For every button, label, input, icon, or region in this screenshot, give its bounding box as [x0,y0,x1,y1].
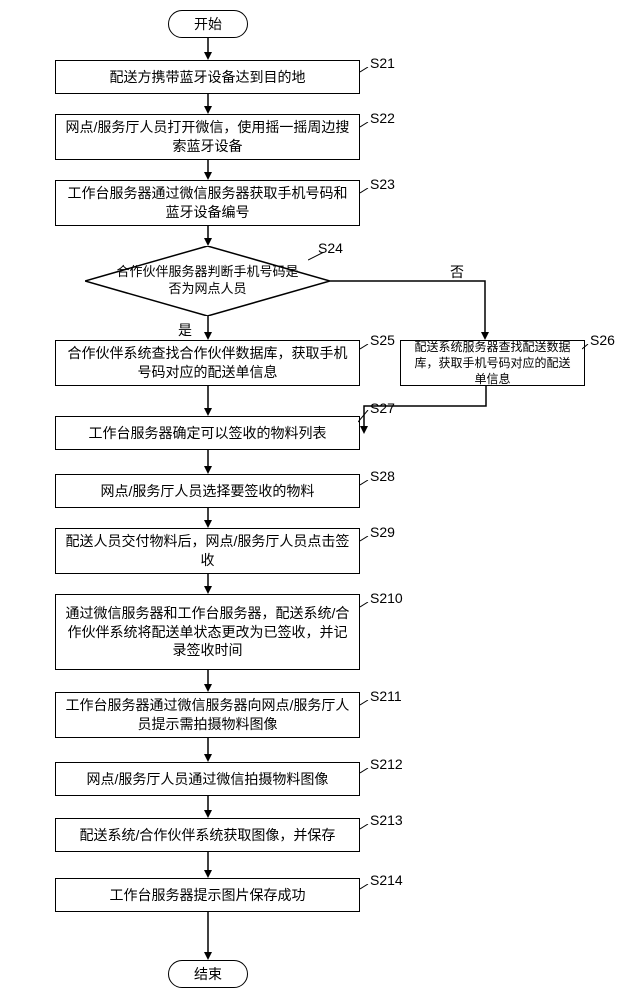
flowchart-canvas: 开始 配送方携带蓝牙设备达到目的地 S21 网点/服务厅人员打开微信，使用摇一摇… [0,0,618,1000]
arrow-s210-s211 [204,670,212,692]
terminator-start: 开始 [168,10,248,38]
step-s211: 工作台服务器通过微信服务器向网点/服务厅人员提示需拍摄物料图像 [55,692,360,738]
arrow-s212-s213 [204,796,212,818]
step-s28-text: 网点/服务厅人员选择要签收的物料 [101,482,315,501]
step-s213: 配送系统/合作伙伴系统获取图像，并保存 [55,818,360,852]
arrow-s213-s214 [204,852,212,878]
label-s23: S23 [370,176,395,192]
step-s214-text: 工作台服务器提示图片保存成功 [110,886,306,905]
label-s212: S212 [370,756,403,772]
step-s214: 工作台服务器提示图片保存成功 [55,878,360,912]
label-s21: S21 [370,55,395,71]
step-s23-text: 工作台服务器通过微信服务器获取手机号码和蓝牙设备编号 [64,184,351,222]
label-s211: S211 [370,688,402,704]
step-s212: 网点/服务厅人员通过微信拍摄物料图像 [55,762,360,796]
arrow-s23-s24 [204,226,212,246]
step-s213-text: 配送系统/合作伙伴系统获取图像，并保存 [80,826,336,845]
step-s210-text: 通过微信服务器和工作台服务器，配送系统/合作伙伴系统将配送单状态更改为已签收，并… [64,604,351,661]
label-s28: S28 [370,468,395,484]
arrow-s22-s23 [204,160,212,180]
label-s25: S25 [370,332,395,348]
label-s22: S22 [370,110,395,126]
step-s29-text: 配送人员交付物料后，网点/服务厅人员点击签收 [64,532,351,570]
label-s214: S214 [370,872,403,888]
step-s29: 配送人员交付物料后，网点/服务厅人员点击签收 [55,528,360,574]
label-s27: S27 [370,400,395,416]
terminator-end: 结束 [168,960,248,988]
arrow-s24-s25 [204,316,212,340]
terminator-start-label: 开始 [194,14,222,34]
step-s27-text: 工作台服务器确定可以签收的物料列表 [89,424,327,443]
step-s21-text: 配送方携带蓝牙设备达到目的地 [110,68,306,87]
step-s211-text: 工作台服务器通过微信服务器向网点/服务厅人员提示需拍摄物料图像 [64,696,351,734]
arrow-s25-s27 [204,386,212,416]
step-s27: 工作台服务器确定可以签收的物料列表 [55,416,360,450]
arrow-s24-s26 [330,277,490,340]
arrow-s211-s212 [204,738,212,762]
step-s22: 网点/服务厅人员打开微信，使用摇一摇周边搜索蓝牙设备 [55,114,360,160]
step-s21: 配送方携带蓝牙设备达到目的地 [55,60,360,94]
label-s213: S213 [370,812,403,828]
step-s25-text: 合作伙伴系统查找合作伙伴数据库，获取手机号码对应的配送单信息 [64,344,351,382]
label-s26: S26 [590,332,615,348]
arrow-s21-s22 [204,94,212,114]
step-s25: 合作伙伴系统查找合作伙伴数据库，获取手机号码对应的配送单信息 [55,340,360,386]
arrow-s29-s210 [204,574,212,594]
step-s26-text: 配送系统服务器查找配送数据库，获取手机号码对应的配送单信息 [409,339,576,388]
label-s29: S29 [370,524,395,540]
step-s22-text: 网点/服务厅人员打开微信，使用摇一摇周边搜索蓝牙设备 [64,118,351,156]
step-s24-text: 合作伙伴服务器判断手机号码是否为网点人员 [115,264,300,298]
arrow-start-s21 [204,38,212,60]
step-s212-text: 网点/服务厅人员通过微信拍摄物料图像 [87,770,329,789]
step-s26: 配送系统服务器查找配送数据库，获取手机号码对应的配送单信息 [400,340,585,386]
step-s28: 网点/服务厅人员选择要签收的物料 [55,474,360,508]
step-s24: 合作伙伴服务器判断手机号码是否为网点人员 [85,246,330,316]
arrow-s28-s29 [204,508,212,528]
arrow-s27-s28 [204,450,212,474]
edge-label-yes: 是 [178,320,192,340]
terminator-end-label: 结束 [194,964,222,984]
step-s210: 通过微信服务器和工作台服务器，配送系统/合作伙伴系统将配送单状态更改为已签收，并… [55,594,360,670]
label-s210: S210 [370,590,403,606]
label-s24: S24 [318,240,343,256]
arrow-s214-end [204,912,212,960]
step-s23: 工作台服务器通过微信服务器获取手机号码和蓝牙设备编号 [55,180,360,226]
